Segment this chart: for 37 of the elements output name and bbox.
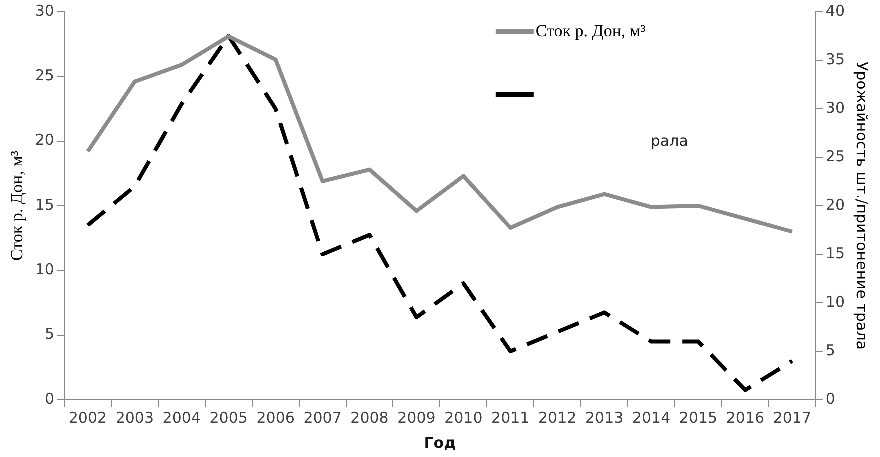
y2-tick-label: 40: [826, 2, 846, 20]
y-tick-label: 5: [44, 325, 54, 344]
x-tick-label: 2004: [162, 408, 201, 427]
x-tick-label: 2009: [398, 408, 436, 427]
y2-tick-label: 15: [826, 244, 846, 262]
x-tick-label: 2005: [210, 408, 248, 427]
x-tick-label: 2017: [773, 408, 812, 427]
x-tick-label: 2002: [68, 408, 108, 427]
x-tick-label: 2014: [632, 408, 671, 427]
x-tick-label: 2006: [256, 408, 295, 427]
x-tick-label: 2007: [304, 408, 342, 427]
annotation: рала: [650, 132, 688, 150]
x-axis-title: Год: [424, 434, 456, 452]
x-tick-label: 2015: [679, 408, 718, 427]
x-tick-label: 2011: [492, 408, 530, 427]
x-tick-label: 2003: [116, 408, 154, 427]
y-tick-label: 0: [44, 390, 54, 408]
y-tick-label: 30: [35, 2, 54, 20]
y-tick-label: 25: [35, 66, 54, 85]
y2-axis-title: Урожайность шт./притонение трала: [853, 62, 872, 350]
x-tick-label: 2010: [444, 408, 483, 427]
y2-tick-label: 0: [826, 390, 836, 408]
y-tick-label: 20: [35, 131, 54, 150]
y2-tick-label: 10: [826, 292, 846, 311]
x-tick-label: 2016: [726, 408, 765, 427]
y2-tick-label: 5: [826, 341, 836, 360]
x-tick-label: 2008: [350, 408, 389, 427]
y2-tick-label: 20: [826, 196, 846, 214]
y2-tick-label: 35: [826, 50, 846, 68]
legend-label: Сток р. Дон, м³: [536, 21, 646, 40]
y-tick-label: 15: [35, 196, 54, 214]
y2-tick-label: 25: [826, 147, 846, 166]
x-tick-label: 2013: [585, 408, 624, 427]
x-tick-label: 2012: [538, 408, 577, 427]
y-tick-label: 10: [35, 260, 54, 279]
y2-tick-label: 30: [826, 98, 846, 117]
y-axis-title: Сток р. Дон, м³: [8, 151, 27, 261]
